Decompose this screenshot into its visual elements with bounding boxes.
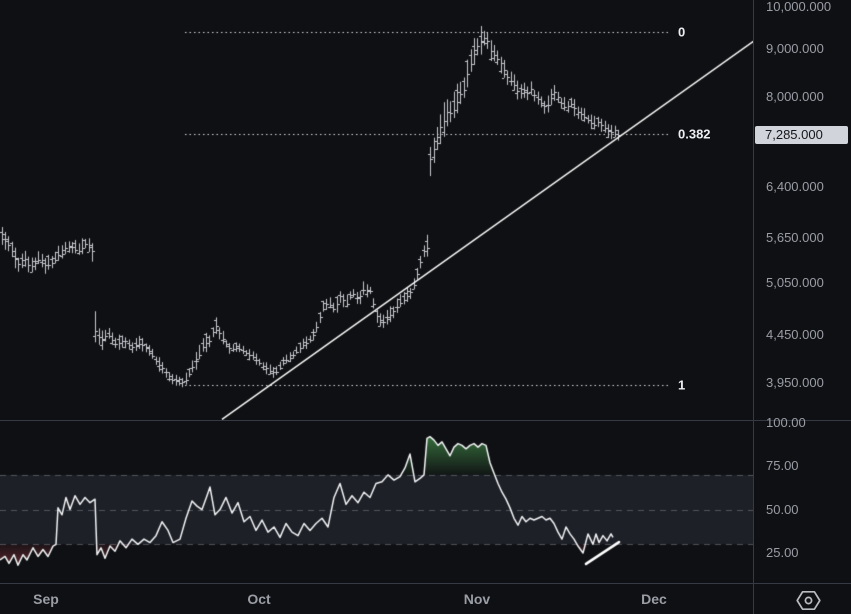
rsi-tick-label: 75.00 [766, 458, 799, 474]
axis-settings-button[interactable] [793, 588, 823, 612]
month-label-sep: Sep [33, 591, 59, 607]
main-price-pane[interactable] [0, 0, 753, 420]
price-tick-label: 6,400.000 [766, 179, 824, 195]
price-tick-label: 4,450.000 [766, 326, 824, 342]
last-price-tag: 7,285.000 [755, 126, 848, 144]
price-tick-label: 3,950.000 [766, 374, 824, 390]
time-axis[interactable]: Sep Oct Nov Dec [0, 584, 753, 614]
fib-level-label[interactable]: 1 [678, 377, 686, 393]
price-axis-border [753, 0, 754, 614]
price-tick-label: 10,000.000 [766, 0, 832, 14]
hexagon-circle-icon [795, 590, 821, 610]
price-tick-label: 5,050.000 [766, 275, 824, 291]
month-label-dec: Dec [641, 591, 667, 607]
price-tick-label: 9,000.000 [766, 41, 824, 57]
last-price-value: 7,285.000 [765, 127, 823, 142]
price-tick-label: 8,000.000 [766, 89, 824, 105]
pane-divider[interactable] [0, 420, 851, 421]
time-axis-divider [0, 583, 851, 584]
price-tick-label: 5,650.000 [766, 229, 824, 245]
rsi-tick-label: 25.00 [766, 545, 799, 560]
rsi-tick-label: 50.00 [766, 501, 799, 517]
rsi-tick-label: 100.00 [766, 414, 806, 430]
fib-level-label[interactable]: 0.382 [678, 126, 711, 142]
price-axis[interactable]: 10,000.000 9,000.000 8,000.000 6,400.000 5,6… [754, 0, 851, 583]
fib-level-label[interactable]: 0 [678, 24, 686, 40]
rsi-indicator-pane[interactable] [0, 421, 753, 583]
month-label-nov: Nov [463, 591, 491, 607]
month-label-oct: Oct [247, 591, 271, 607]
